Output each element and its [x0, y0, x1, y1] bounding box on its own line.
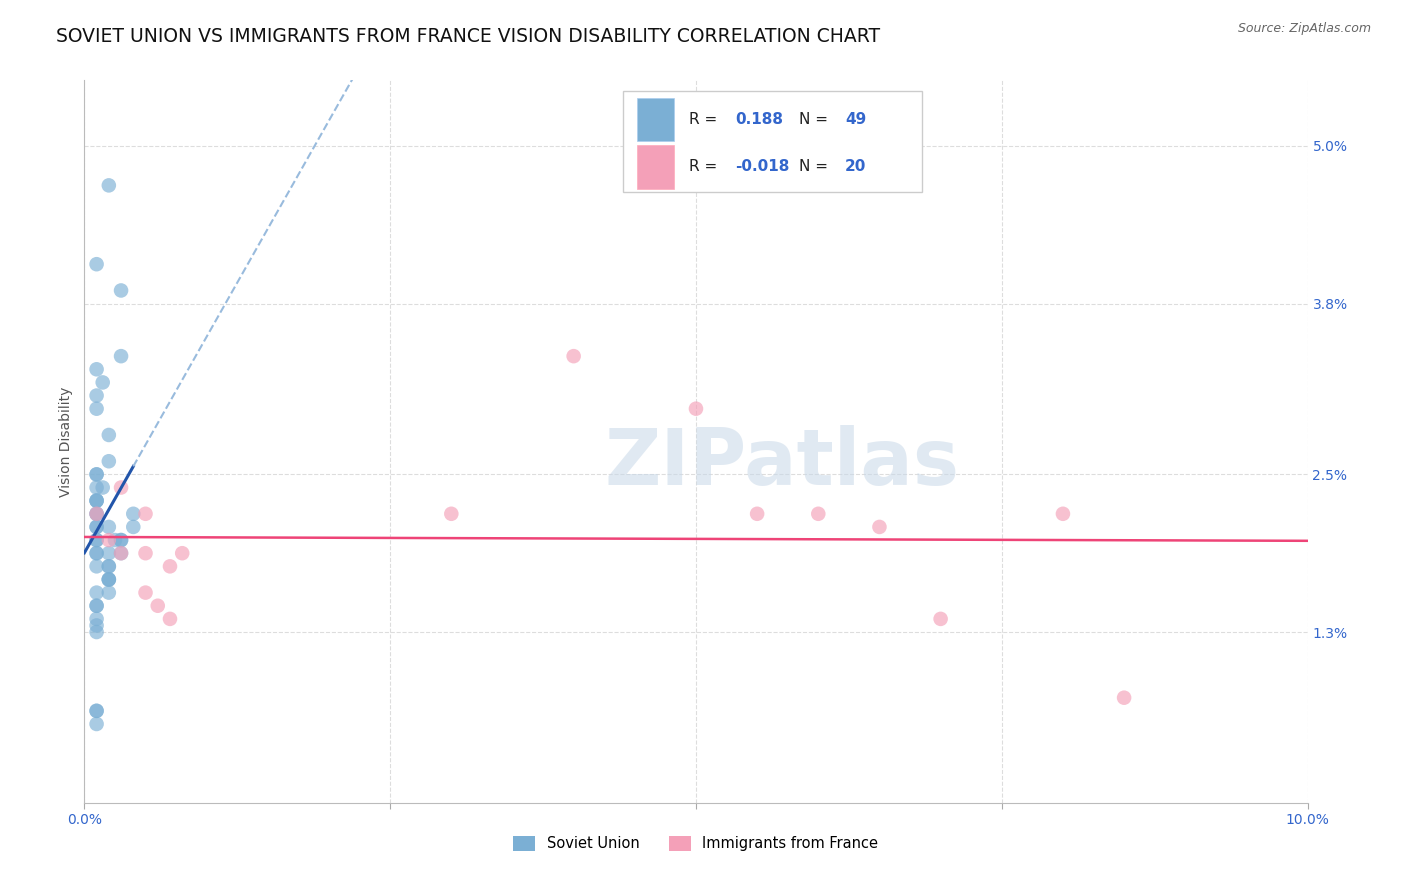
Point — [685, 401, 707, 416]
Point — [110, 349, 132, 363]
Point — [86, 612, 108, 626]
Point — [86, 585, 108, 599]
Text: R =: R = — [689, 160, 721, 175]
Point — [172, 546, 194, 560]
Point — [91, 481, 114, 495]
Point — [97, 533, 120, 547]
Point — [97, 585, 120, 599]
Point — [1052, 507, 1074, 521]
Point — [747, 507, 769, 521]
Point — [86, 533, 108, 547]
Point — [86, 493, 108, 508]
Point — [1114, 690, 1136, 705]
Legend: Soviet Union, Immigrants from France: Soviet Union, Immigrants from France — [508, 830, 884, 857]
Point — [122, 520, 145, 534]
Point — [97, 559, 120, 574]
Point — [86, 467, 108, 482]
Point — [135, 585, 157, 599]
FancyBboxPatch shape — [637, 98, 673, 141]
Text: SOVIET UNION VS IMMIGRANTS FROM FRANCE VISION DISABILITY CORRELATION CHART: SOVIET UNION VS IMMIGRANTS FROM FRANCE V… — [56, 27, 880, 45]
Point — [86, 704, 108, 718]
Y-axis label: Vision Disability: Vision Disability — [59, 386, 73, 497]
Point — [110, 284, 132, 298]
Point — [86, 618, 108, 632]
Text: R =: R = — [689, 112, 721, 127]
Text: N =: N = — [799, 160, 832, 175]
Point — [86, 704, 108, 718]
Point — [86, 546, 108, 560]
Point — [86, 546, 108, 560]
Text: 20: 20 — [845, 160, 866, 175]
Point — [86, 599, 108, 613]
Point — [97, 454, 120, 468]
Point — [807, 507, 830, 521]
Point — [110, 481, 132, 495]
Point — [440, 507, 463, 521]
Point — [562, 349, 585, 363]
Point — [104, 533, 127, 547]
Point — [86, 493, 108, 508]
Point — [97, 573, 120, 587]
Point — [97, 546, 120, 560]
Point — [97, 178, 120, 193]
Point — [97, 559, 120, 574]
Point — [159, 559, 181, 574]
FancyBboxPatch shape — [623, 91, 922, 193]
Point — [86, 467, 108, 482]
Point — [86, 533, 108, 547]
Point — [86, 362, 108, 376]
Point — [97, 573, 120, 587]
Point — [135, 546, 157, 560]
Point — [86, 493, 108, 508]
Point — [86, 481, 108, 495]
Point — [869, 520, 891, 534]
Text: ZIPatlas: ZIPatlas — [605, 425, 959, 501]
Point — [86, 507, 108, 521]
Point — [86, 559, 108, 574]
Text: 49: 49 — [845, 112, 866, 127]
Text: N =: N = — [799, 112, 832, 127]
Point — [97, 428, 120, 442]
Text: Source: ZipAtlas.com: Source: ZipAtlas.com — [1237, 22, 1371, 36]
Point — [110, 546, 132, 560]
Point — [86, 388, 108, 402]
Point — [86, 507, 108, 521]
Point — [86, 257, 108, 271]
Point — [86, 507, 108, 521]
Point — [86, 520, 108, 534]
Point — [110, 533, 132, 547]
Point — [86, 401, 108, 416]
Point — [91, 376, 114, 390]
Point — [159, 612, 181, 626]
Point — [122, 507, 145, 521]
Point — [97, 573, 120, 587]
Point — [110, 533, 132, 547]
Point — [86, 520, 108, 534]
Text: 0.188: 0.188 — [735, 112, 783, 127]
Point — [97, 520, 120, 534]
FancyBboxPatch shape — [637, 145, 673, 189]
Point — [86, 599, 108, 613]
Point — [86, 717, 108, 731]
Point — [110, 546, 132, 560]
Point — [135, 507, 157, 521]
Point — [86, 625, 108, 640]
Point — [929, 612, 952, 626]
Text: -0.018: -0.018 — [735, 160, 790, 175]
Point — [146, 599, 169, 613]
